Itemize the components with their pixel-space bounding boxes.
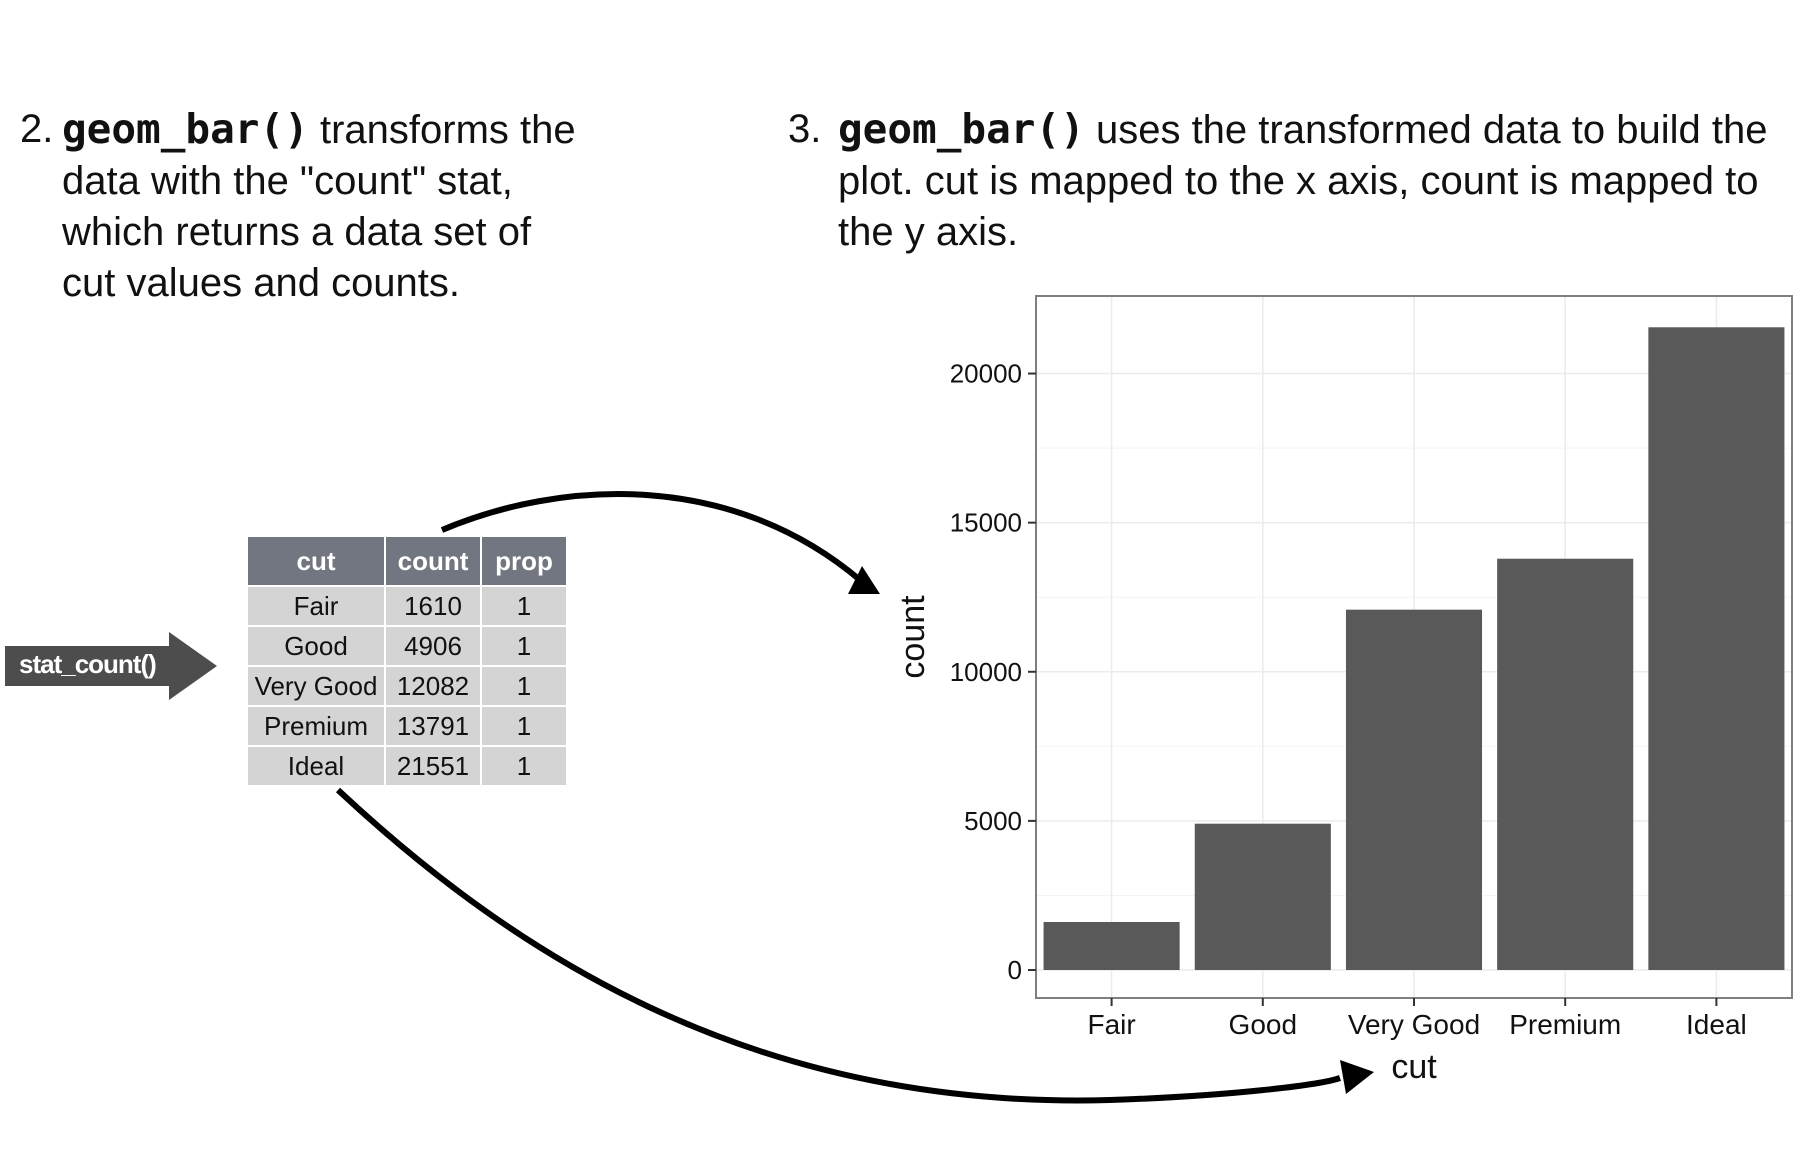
- cell-count: 1610: [384, 585, 482, 627]
- y-tick-label: 15000: [950, 508, 1022, 538]
- table-row: Ideal 21551 1: [246, 745, 568, 787]
- y-tick-label: 20000: [950, 359, 1022, 389]
- cell-count: 4906: [384, 625, 482, 667]
- cell-cut: Good: [246, 625, 386, 667]
- y-axis-title: count: [894, 595, 932, 679]
- cell-prop: 1: [480, 745, 568, 787]
- cell-prop: 1: [480, 705, 568, 747]
- stat-count-tag: stat_count(): [5, 632, 217, 700]
- cell-prop: 1: [480, 585, 568, 627]
- y-tick-label: 5000: [964, 806, 1022, 836]
- bar-premium: [1497, 558, 1634, 970]
- x-tick-label: Very Good: [1348, 1009, 1480, 1040]
- step-3-number: 3.: [788, 107, 822, 151]
- y-tick-label: 10000: [950, 657, 1022, 687]
- cell-prop: 1: [480, 625, 568, 667]
- cell-count: 13791: [384, 705, 482, 747]
- cell-count: 12082: [384, 665, 482, 707]
- table-row: Good 4906 1: [246, 625, 568, 667]
- x-axis-title: cut: [1391, 1048, 1437, 1086]
- x-tick-label: Fair: [1087, 1009, 1135, 1040]
- cell-cut: Fair: [246, 585, 386, 627]
- bar-good: [1194, 823, 1331, 970]
- tag-arrow-shape: [5, 632, 217, 700]
- cell-cut: Premium: [246, 705, 386, 747]
- table-row: Fair 1610 1: [246, 585, 568, 627]
- step-3-code: geom_bar(): [838, 105, 1085, 153]
- stat-count-label: stat_count(): [19, 649, 157, 679]
- step-3-description: 3. geom_bar() uses the transformed data …: [788, 104, 1798, 258]
- table-row: Very Good 12082 1: [246, 665, 568, 707]
- step-2-number: 2.: [20, 107, 54, 151]
- step-2-code: geom_bar(): [62, 105, 309, 153]
- cell-prop: 1: [480, 665, 568, 707]
- step-2-text: transforms the data with the "count" sta…: [62, 108, 576, 305]
- header-cut: cut: [246, 535, 386, 587]
- x-tick-label: Premium: [1509, 1009, 1621, 1040]
- bar-fair: [1043, 921, 1180, 970]
- cell-cut: Very Good: [246, 665, 386, 707]
- cell-count: 21551: [384, 745, 482, 787]
- cell-cut: Ideal: [246, 745, 386, 787]
- step-3-text: uses the transformed data to build the p…: [838, 108, 1768, 254]
- x-tick-label: Good: [1229, 1009, 1298, 1040]
- y-tick-label: 0: [1008, 955, 1022, 985]
- step-2-body: geom_bar() transforms the data with the …: [20, 104, 580, 309]
- bar-ideal: [1648, 327, 1785, 971]
- count-table: cut count prop Fair 1610 1 Good 4906 1 V…: [246, 535, 568, 787]
- bar-very-good: [1345, 609, 1483, 970]
- step-2-description: 2. geom_bar() transforms the data with t…: [20, 104, 580, 309]
- table-row: Premium 13791 1: [246, 705, 568, 747]
- x-tick-label: Ideal: [1686, 1009, 1747, 1040]
- step-3-body: geom_bar() uses the transformed data to …: [788, 104, 1798, 258]
